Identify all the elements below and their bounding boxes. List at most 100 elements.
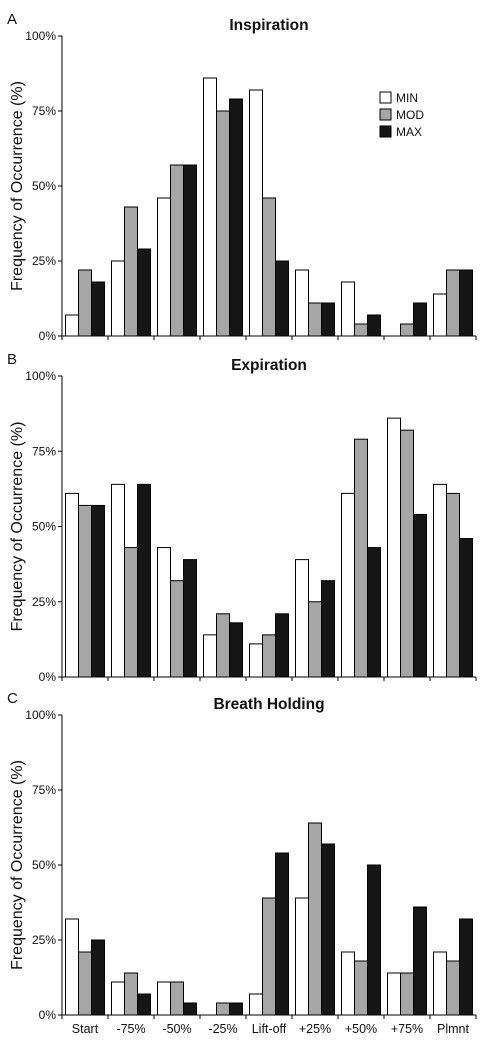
bar-min bbox=[249, 89, 263, 337]
bar-min bbox=[295, 559, 309, 678]
x-tick-label: Start bbox=[72, 1022, 99, 1036]
bar-max bbox=[137, 483, 151, 678]
chart-title: Expiration bbox=[231, 357, 307, 374]
y-tick-label: 25% bbox=[32, 595, 56, 609]
bar-min bbox=[203, 77, 217, 337]
x-tick-label: -75% bbox=[116, 1022, 145, 1036]
bar-min bbox=[433, 951, 447, 1016]
bar-mod bbox=[216, 110, 230, 337]
y-tick-label: 0% bbox=[39, 1008, 57, 1022]
bar-min bbox=[341, 951, 355, 1016]
bar-max bbox=[275, 852, 289, 1016]
bar-min bbox=[111, 483, 125, 678]
bar-mod bbox=[308, 822, 322, 1016]
y-tick-label: 75% bbox=[32, 104, 56, 118]
bar-max bbox=[275, 613, 289, 678]
bar-max bbox=[321, 302, 335, 337]
y-tick-label: 75% bbox=[32, 444, 56, 458]
legend-swatch-mod bbox=[379, 108, 392, 121]
panel-letter: B bbox=[7, 351, 17, 368]
bar-max bbox=[367, 864, 381, 1016]
bar-mod bbox=[170, 981, 184, 1016]
bar-mod bbox=[308, 302, 322, 337]
bar-mod bbox=[78, 269, 92, 337]
bar-max bbox=[229, 98, 243, 337]
y-axis-label: Frequency of Occurrence (%) bbox=[9, 81, 26, 291]
bar-min bbox=[65, 492, 79, 678]
bar-max bbox=[459, 918, 473, 1016]
bar-mod bbox=[124, 547, 138, 678]
bar-min bbox=[65, 314, 79, 337]
bar-mod bbox=[446, 492, 460, 678]
y-tick-label: 50% bbox=[32, 179, 56, 193]
bar-max bbox=[91, 504, 105, 678]
bar-mod bbox=[354, 438, 368, 678]
legend-swatch-min bbox=[379, 91, 392, 104]
y-tick-label: 50% bbox=[32, 520, 56, 534]
legend-swatch-max bbox=[379, 125, 392, 138]
bar-min bbox=[65, 918, 79, 1016]
bar-max bbox=[413, 513, 427, 678]
bar-min bbox=[341, 492, 355, 678]
bar-max bbox=[367, 314, 381, 337]
y-tick-label: 100% bbox=[25, 369, 56, 383]
y-tick-label: 25% bbox=[32, 254, 56, 268]
bar-mod bbox=[78, 951, 92, 1016]
x-tick-label: -50% bbox=[162, 1022, 191, 1036]
x-tick-label: Lift-off bbox=[252, 1022, 287, 1036]
legend-label-mod: MOD bbox=[396, 108, 424, 122]
x-tick-label: Plmnt bbox=[437, 1022, 469, 1036]
bar-min bbox=[295, 269, 309, 337]
bar-min bbox=[111, 260, 125, 337]
bar-max bbox=[321, 843, 335, 1016]
bar-max bbox=[459, 538, 473, 678]
y-tick-label: 50% bbox=[32, 858, 56, 872]
bar-min bbox=[433, 483, 447, 678]
y-tick-label: 100% bbox=[25, 29, 56, 43]
bar-max bbox=[229, 1002, 243, 1016]
x-tick-label: +75% bbox=[391, 1022, 423, 1036]
x-tick-label: +25% bbox=[299, 1022, 331, 1036]
x-tick-label: +50% bbox=[345, 1022, 377, 1036]
bar-min bbox=[111, 981, 125, 1016]
bar-mod bbox=[78, 504, 92, 678]
bar-mod bbox=[400, 429, 414, 678]
bar-min bbox=[157, 981, 171, 1016]
bar-max bbox=[137, 993, 151, 1016]
legend-label-max: MAX bbox=[396, 125, 422, 139]
bar-min bbox=[387, 417, 401, 678]
bar-mod bbox=[216, 1002, 230, 1016]
bar-mod bbox=[400, 323, 414, 337]
y-tick-label: 25% bbox=[32, 933, 56, 947]
panel-letter: A bbox=[7, 11, 17, 28]
panel-c: C Breath Holding Frequency of Occurrence (… bbox=[7, 690, 477, 1036]
bar-mod bbox=[124, 206, 138, 337]
bar-max bbox=[91, 939, 105, 1016]
bar-mod bbox=[124, 972, 138, 1016]
bar-mod bbox=[354, 323, 368, 337]
y-axis-label: Frequency of Occurrence (%) bbox=[9, 422, 26, 632]
y-tick-label: 100% bbox=[25, 708, 56, 722]
legend: MIN MOD MAX bbox=[379, 91, 424, 139]
panel-b: B Expiration Frequency of Occurrence (%) 0%… bbox=[7, 351, 477, 684]
x-tick-label: -25% bbox=[208, 1022, 237, 1036]
bar-mod bbox=[262, 197, 276, 337]
bar-min bbox=[157, 547, 171, 678]
bar-max bbox=[413, 302, 427, 337]
y-tick-label: 0% bbox=[39, 329, 57, 343]
panel-a: A Inspiration Frequency of Occurrence (%) 0… bbox=[7, 11, 477, 343]
bar-mod bbox=[446, 960, 460, 1016]
bar-min bbox=[433, 293, 447, 337]
bar-mod bbox=[216, 613, 230, 678]
bar-max bbox=[275, 260, 289, 337]
bar-min bbox=[249, 643, 263, 678]
chart-title: Breath Holding bbox=[213, 696, 324, 713]
bar-max bbox=[321, 580, 335, 678]
bar-max bbox=[367, 547, 381, 678]
bar-min bbox=[157, 197, 171, 337]
bar-min bbox=[341, 281, 355, 337]
y-tick-label: 75% bbox=[32, 783, 56, 797]
bar-max bbox=[91, 281, 105, 337]
bar-min bbox=[203, 634, 217, 678]
